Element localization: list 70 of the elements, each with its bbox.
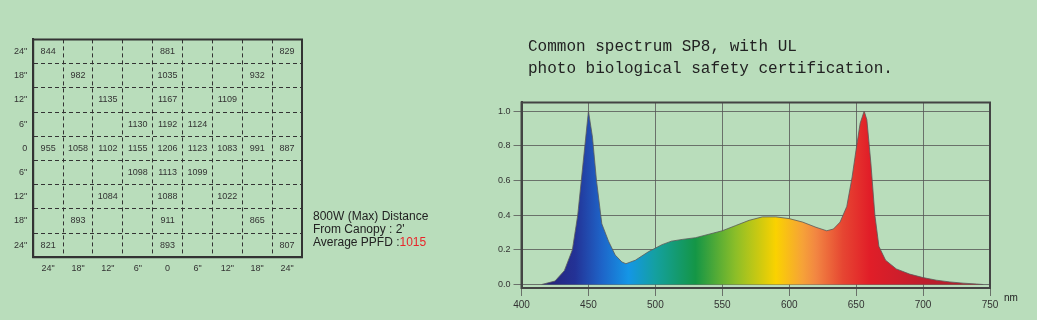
data-label: 1167 bbox=[157, 94, 178, 105]
y-tick-label: 0.4 bbox=[498, 209, 511, 220]
y-tick-label: 0.6 bbox=[498, 174, 511, 185]
data-label: 1135 bbox=[98, 94, 118, 105]
data-label: 1124 bbox=[187, 118, 208, 129]
data-label: 881 bbox=[160, 45, 176, 56]
data-label: 1083 bbox=[217, 142, 238, 153]
data-label: 893 bbox=[70, 215, 86, 226]
data-label: 1088 bbox=[157, 191, 178, 202]
y-tick-label: 6" bbox=[19, 166, 28, 177]
data-label: 991 bbox=[249, 142, 265, 153]
data-label: 829 bbox=[279, 45, 295, 56]
data-label: 844 bbox=[40, 45, 56, 56]
x-tick-label: 650 bbox=[847, 298, 865, 310]
data-label: 1058 bbox=[67, 142, 89, 153]
x-tick-label: 12" bbox=[101, 263, 115, 274]
text: Average PPFD :1015 bbox=[313, 235, 428, 249]
data-label: 865 bbox=[249, 215, 265, 226]
data-label: 1035 bbox=[157, 70, 178, 81]
x-tick-label: 550 bbox=[713, 298, 732, 310]
x-tick-label: 24" bbox=[280, 263, 294, 274]
y-tick-label: 0.8 bbox=[498, 140, 511, 151]
data-label: 887 bbox=[279, 142, 295, 153]
data-label: 911 bbox=[160, 215, 175, 226]
y-tick-label: 0.2 bbox=[498, 244, 511, 255]
x-tick-label: 400 bbox=[513, 298, 531, 310]
x-tick-label: 700 bbox=[914, 298, 932, 310]
y-tick-label: 6" bbox=[19, 118, 28, 129]
x-tick-label: 18" bbox=[71, 263, 85, 274]
data-label: 1206 bbox=[157, 142, 178, 153]
data-label: 1099 bbox=[187, 166, 208, 177]
x-tick-label: 600 bbox=[780, 298, 798, 310]
y-tick-label: 12" bbox=[13, 191, 28, 202]
data-label: 1113 bbox=[158, 166, 177, 177]
x-tick-label: 12" bbox=[220, 263, 234, 274]
data-label: 982 bbox=[70, 70, 86, 81]
data-label: 1109 bbox=[217, 94, 238, 105]
data-label: 955 bbox=[40, 142, 56, 153]
data-label: 893 bbox=[160, 239, 176, 250]
data-label: 1123 bbox=[187, 142, 208, 153]
data-label: 932 bbox=[249, 70, 265, 81]
x-tick-label: 0 bbox=[165, 263, 171, 274]
text: 800W (Max) Distance bbox=[313, 209, 429, 223]
y-tick-label: 24" bbox=[13, 239, 28, 250]
data-label: 807 bbox=[279, 239, 295, 250]
data-label: 1155 bbox=[128, 142, 148, 153]
x-tick-label: 500 bbox=[647, 298, 665, 310]
x-tick-label: 450 bbox=[580, 298, 598, 310]
text: From Canopy : 2' bbox=[313, 222, 406, 236]
x-axis-title: nm bbox=[1004, 291, 1018, 303]
y-tick-label: 18" bbox=[13, 70, 28, 81]
chart-title: Common spectrum SP8, with UL photo biological safety certification. bbox=[528, 37, 893, 80]
y-tick-label: 12" bbox=[13, 94, 28, 105]
data-label: 1192 bbox=[157, 118, 178, 129]
x-tick-label: 6" bbox=[193, 263, 202, 274]
data-label: 821 bbox=[40, 239, 56, 250]
x-tick-label: 24" bbox=[41, 263, 55, 274]
y-tick-label: 18" bbox=[13, 215, 28, 226]
x-tick-label: 6" bbox=[133, 263, 142, 274]
y-tick-label: 0 bbox=[22, 142, 28, 153]
data-label: 1084 bbox=[97, 191, 118, 202]
x-tick-label: 18" bbox=[250, 263, 264, 274]
data-label: 1022 bbox=[217, 191, 238, 202]
y-tick-label: 1.0 bbox=[498, 105, 511, 116]
data-label: 1102 bbox=[98, 142, 118, 153]
y-tick-label: 24" bbox=[13, 45, 28, 56]
x-tick-label: 750 bbox=[981, 298, 999, 310]
y-tick-label: 0.0 bbox=[498, 279, 511, 290]
data-label: 1130 bbox=[128, 118, 148, 129]
data-label: 1098 bbox=[127, 166, 148, 177]
